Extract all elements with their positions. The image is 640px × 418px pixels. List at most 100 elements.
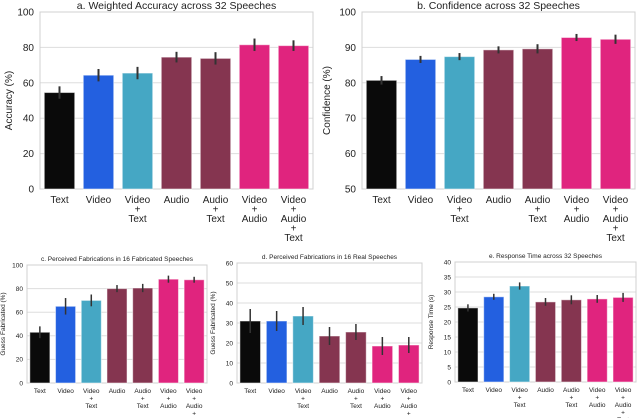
x-tick-label: Audio [400, 403, 417, 410]
x-tick-label: Video [268, 388, 285, 395]
chart-panel-e: 0 5 10 15 20 25 30 35 40 e. Response Time across … [428, 253, 637, 418]
bar [160, 56, 193, 190]
bar [534, 301, 557, 383]
y-tick-label: 20 [23, 149, 35, 160]
y-tick-label: 40 [444, 259, 452, 266]
x-tick-label: Audio [134, 388, 151, 395]
x-tick-label: Video [160, 388, 177, 395]
x-tick-label: Audio [281, 214, 307, 225]
bar [365, 79, 398, 190]
y-tick-label: 0 [28, 185, 34, 196]
y-tick-label: 60 [16, 310, 24, 317]
x-tick-label: Audio [242, 214, 268, 225]
bar [82, 74, 115, 190]
y-tick-label: 20 [226, 340, 234, 347]
x-tick-label: Video [447, 195, 473, 206]
x-tick-label: Text [137, 403, 149, 410]
x-tick-label: Text [34, 388, 46, 395]
x-tick-label: Video [83, 388, 100, 395]
y-axis-label: Confidence (%) [322, 66, 333, 135]
x-tick-label: Text [297, 403, 309, 410]
bar [199, 57, 232, 190]
y-tick-label: 0 [447, 379, 451, 386]
bar [560, 36, 593, 190]
y-tick-label: 90 [345, 43, 357, 54]
x-tick-label: Audio [603, 214, 629, 225]
x-tick-label: Video [401, 388, 418, 395]
y-tick-label: 30 [444, 289, 452, 296]
x-tick-label: Audio [203, 195, 229, 206]
x-tick-label: Video [281, 195, 307, 206]
x-tick-label: + [291, 224, 297, 235]
x-tick-label: Video [615, 387, 632, 394]
x-tick-label: Video [511, 387, 528, 394]
x-tick-label: Text [284, 233, 303, 244]
bar [483, 296, 505, 383]
y-tick-label: 0 [229, 380, 233, 387]
y-tick-label: 10 [226, 360, 234, 367]
x-tick-label: Audio [589, 402, 606, 409]
x-tick-label: Text [128, 214, 147, 225]
x-tick-label: Video [86, 195, 112, 206]
y-tick-label: 100 [12, 262, 23, 269]
bar [443, 56, 476, 190]
bar [599, 38, 632, 190]
bar [521, 48, 554, 190]
x-tick-label: Text [528, 214, 547, 225]
x-tick-label: + [89, 396, 93, 403]
x-tick-label: + [135, 205, 141, 216]
y-tick-label: 70 [345, 114, 357, 125]
chart-title: e. Response Time across 32 Speeches [489, 253, 603, 260]
y-tick-label: 60 [345, 149, 357, 160]
chart-panel-d: 0 10 20 30 40 50 60 d. Perceived Fabrications i… [210, 254, 423, 418]
y-tick-label: 15 [444, 334, 452, 341]
bar [106, 288, 128, 384]
x-tick-label: Audio [615, 402, 632, 409]
x-tick-label: Audio [563, 387, 580, 394]
bar [238, 44, 271, 190]
y-tick-label: 0 [19, 380, 23, 387]
x-tick-label: + [141, 396, 145, 403]
y-tick-label: 40 [16, 333, 24, 340]
x-tick-label: Audio [564, 214, 590, 225]
bar [132, 287, 154, 384]
x-tick-label: + [569, 395, 573, 402]
x-tick-label: + [613, 205, 619, 216]
x-tick-label: Text [350, 403, 362, 410]
chart-title: c. Perceived Fabrications in 16 Fabricat… [41, 256, 194, 263]
x-tick-label: Video [374, 388, 391, 395]
x-tick-label: Text [514, 402, 526, 409]
bar [55, 305, 77, 384]
y-tick-label: 20 [16, 357, 24, 364]
y-tick-label: 80 [16, 286, 24, 293]
chart-title: d. Perceived Fabrications in 16 Real Spe… [262, 254, 398, 261]
y-tick-label: 35 [444, 274, 452, 281]
x-tick-label: + [407, 411, 411, 418]
y-tick-label: 25 [444, 304, 452, 311]
x-tick-label: Audio [186, 403, 203, 410]
x-tick-label: + [167, 396, 171, 403]
x-tick-label: Video [589, 387, 606, 394]
x-tick-label: + [380, 396, 384, 403]
bar [29, 331, 51, 384]
chart-title: a. Weighted Accuracy across 32 Speeches [77, 0, 276, 12]
y-tick-label: 80 [23, 43, 35, 54]
chart-panel-c: 0 20 40 60 80 100 c. Perceived Fabrications in… [0, 256, 208, 418]
y-tick-label: 50 [226, 280, 234, 287]
x-tick-label: + [535, 205, 541, 216]
x-tick-label: Text [565, 402, 577, 409]
x-tick-label: + [354, 396, 358, 403]
x-tick-label: Video [57, 388, 74, 395]
y-tick-label: 80 [345, 78, 357, 89]
bar [586, 298, 608, 383]
x-tick-label: + [252, 205, 258, 216]
bar [560, 299, 582, 383]
x-tick-label: Audio [537, 387, 554, 394]
x-tick-label: + [213, 205, 219, 216]
bar [80, 299, 102, 384]
x-tick-label: Video [186, 388, 203, 395]
bar [121, 72, 154, 190]
y-tick-label: 100 [339, 8, 356, 19]
x-tick-label: + [192, 411, 196, 418]
